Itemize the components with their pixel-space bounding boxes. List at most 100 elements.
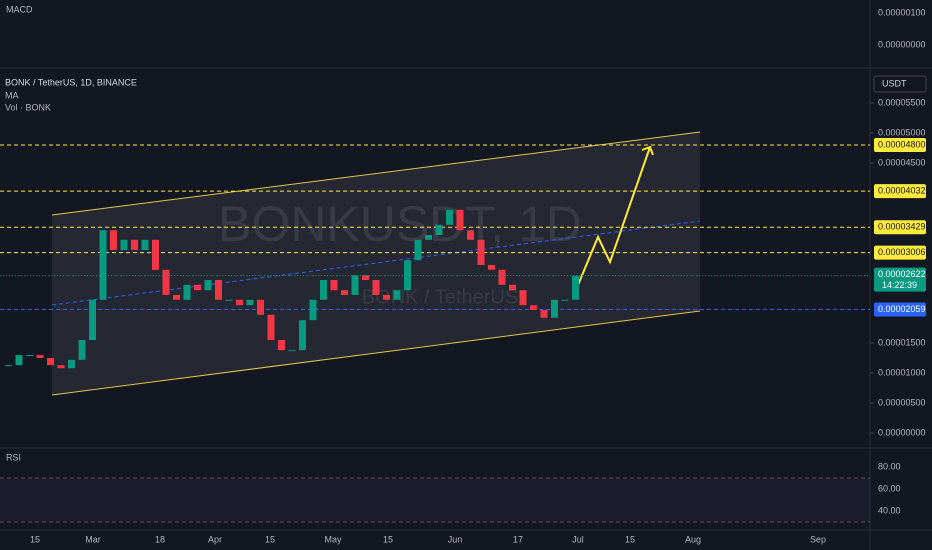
channel-fill (52, 132, 700, 395)
x-tick-label: 17 (513, 534, 523, 544)
x-tick-label: 15 (265, 534, 275, 544)
x-tick-label: 18 (155, 534, 165, 544)
y-tick-label: 0.00005500 (878, 97, 926, 107)
y-tick-label: 0.00000500 (878, 397, 926, 407)
x-tick-label: Sep (810, 534, 826, 544)
candle (257, 299, 264, 315)
candle (435, 224, 443, 235)
candle (99, 230, 107, 300)
candle (519, 290, 527, 306)
level-label: 0.00002059 (878, 304, 926, 314)
candle (173, 295, 180, 300)
candle (162, 269, 170, 295)
candle (446, 209, 453, 225)
level-tag (874, 220, 926, 235)
candle (561, 299, 569, 301)
candle (498, 269, 506, 285)
candle (309, 299, 317, 321)
candle (5, 365, 12, 367)
candle (246, 299, 254, 306)
level-tag (874, 184, 926, 199)
level-label: 0.00004032 (878, 185, 926, 195)
rsi-tick: 80.00 (878, 461, 901, 471)
level-label: 0.00003429 (878, 222, 926, 232)
candle (467, 230, 474, 240)
candle (36, 355, 44, 358)
candle (299, 320, 306, 351)
candle (551, 299, 558, 318)
last-price-tag (874, 267, 926, 292)
rsi-tick: 40.00 (878, 505, 901, 515)
candle (530, 305, 537, 310)
projection-arrow (577, 146, 651, 286)
candle (131, 239, 138, 250)
level-label: 0.00003006 (878, 247, 926, 257)
candle (540, 310, 548, 318)
channel-mid (51, 220, 701, 306)
channel-lower (51, 310, 701, 396)
symbol-title[interactable]: BONK / TetherUS, 1D, BINANCE (5, 77, 137, 87)
x-tick-label: Aug (685, 534, 701, 544)
x-tick-label: Apr (208, 534, 222, 544)
x-tick-label: Jul (572, 534, 584, 544)
candle (456, 209, 464, 231)
channel-upper (51, 131, 701, 216)
last-price-label: 0.00002622 (878, 269, 926, 279)
candle (89, 299, 96, 340)
watermark-sub: BONK / TetherUS (362, 286, 518, 308)
candle (152, 239, 159, 270)
candle (351, 275, 359, 295)
candle (320, 280, 327, 300)
candle (414, 239, 422, 261)
macd-tick: 0.00000000 (878, 39, 926, 49)
candle (393, 290, 401, 300)
macd-title: MACD (6, 4, 33, 14)
candle (26, 355, 33, 356)
level-tag (874, 302, 926, 317)
x-tick-label: May (324, 534, 342, 544)
y-tick-label: 0.00001500 (878, 337, 926, 347)
level-tag (874, 245, 926, 260)
candle (330, 280, 338, 291)
currency-box[interactable] (873, 75, 927, 93)
candle (288, 350, 296, 352)
candle (236, 299, 243, 306)
candle (204, 280, 212, 291)
candle (425, 235, 432, 240)
candle (15, 355, 23, 366)
x-tick-label: 15 (383, 534, 393, 544)
candle (278, 340, 285, 351)
candle (141, 239, 149, 250)
candle (509, 284, 516, 291)
candle (477, 239, 485, 265)
rsi-tick: 60.00 (878, 483, 901, 493)
candle (362, 275, 369, 280)
x-tick-label: Jun (448, 534, 463, 544)
indicator-label[interactable]: MA (5, 90, 19, 100)
x-tick-label: 15 (625, 534, 635, 544)
candle (404, 260, 411, 291)
y-tick-label: 0.00005000 (878, 127, 926, 137)
rsi-band (0, 478, 870, 522)
candle (267, 314, 275, 340)
candle (78, 340, 86, 360)
level-tag (874, 138, 926, 152)
candle (372, 280, 380, 295)
indicator-label[interactable]: Vol · BONK (5, 102, 51, 112)
candle (47, 358, 54, 366)
x-tick-label: Mar (85, 534, 101, 544)
y-tick-label: 0.00001000 (878, 367, 926, 377)
countdown: 14:22:39 (882, 280, 917, 290)
level-label: 0.00004800 (878, 139, 926, 149)
currency[interactable]: USDT (882, 78, 907, 88)
candle (225, 299, 233, 301)
candle (183, 284, 191, 300)
candle (383, 295, 390, 300)
candle (572, 275, 579, 300)
candle (488, 265, 495, 270)
candle (68, 359, 75, 369)
candle (215, 280, 222, 300)
rsi-title: RSI (6, 452, 21, 462)
